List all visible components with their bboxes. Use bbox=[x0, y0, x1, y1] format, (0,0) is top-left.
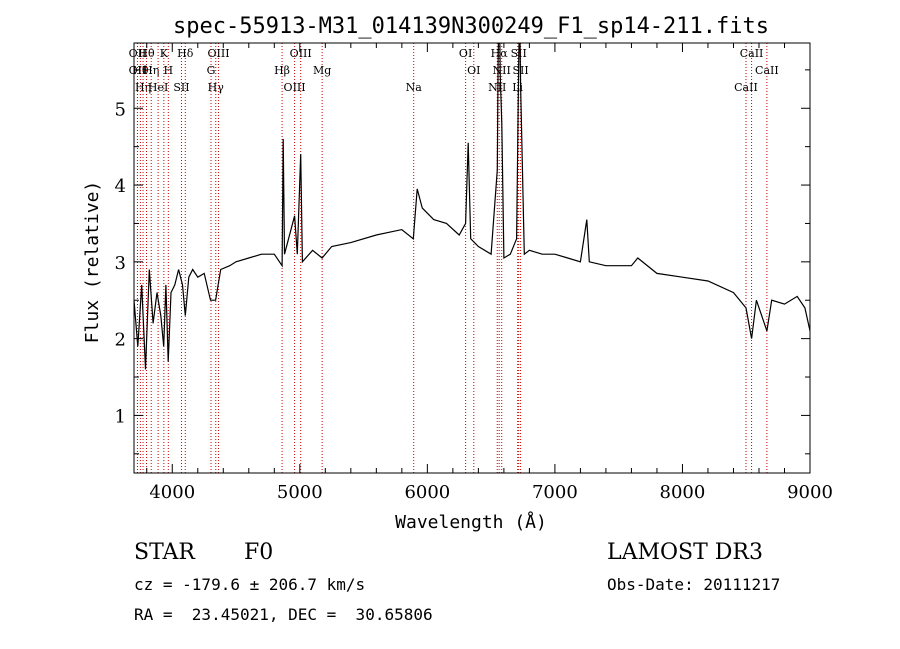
y-tick-label: 5 bbox=[115, 99, 126, 120]
line-marker-label: OII bbox=[129, 47, 147, 60]
line-marker-label: NII bbox=[493, 64, 511, 77]
object-class: STAR bbox=[134, 540, 195, 565]
x-tick-label: 8000 bbox=[660, 482, 706, 503]
line-marker-label: Hθ bbox=[138, 47, 155, 60]
y-axis: 1 2 3 4 5 bbox=[115, 69, 810, 455]
line-marker-label: CaII bbox=[740, 47, 764, 60]
line-marker-label: Hη bbox=[135, 81, 151, 94]
line-marker-label: OII bbox=[129, 64, 147, 77]
y-tick-label: 1 bbox=[115, 406, 126, 427]
y-axis-label: Flux (relative) bbox=[82, 181, 103, 344]
y-tick-label: 3 bbox=[115, 253, 126, 274]
line-marker-label: Hδ bbox=[177, 47, 194, 60]
subclass: F0 bbox=[244, 540, 274, 565]
plot-frame bbox=[133, 42, 811, 474]
spectrum-series bbox=[134, 43, 810, 370]
line-marker-label: Mg bbox=[313, 64, 331, 77]
x-tick-label: 6000 bbox=[404, 482, 450, 503]
line-marker-label: Hγ bbox=[208, 81, 225, 94]
line-marker-label: HeI bbox=[148, 81, 168, 94]
line-marker-label: G bbox=[207, 64, 216, 77]
line-marker-label: Na bbox=[406, 81, 423, 94]
coordinates: RA = 23.45021, DEC = 30.65806 bbox=[134, 605, 433, 624]
emission-line-markers: OIIOIIHθHηHθHηHeIKHSIIHδGHγOIIIHβOIIIOII… bbox=[129, 43, 779, 473]
line-marker-label: CaII bbox=[755, 64, 779, 77]
redshift-text: cz = -179.6 ± 206.7 km/s bbox=[134, 575, 366, 594]
line-marker-label: OIII bbox=[208, 47, 230, 60]
x-tick-label: 5000 bbox=[277, 482, 323, 503]
line-marker-label: CaII bbox=[734, 81, 758, 94]
line-marker-label: H bbox=[164, 64, 174, 77]
line-marker-label: NII bbox=[488, 81, 506, 94]
line-marker-label: OIII bbox=[284, 81, 306, 94]
line-marker-label: Hη bbox=[143, 64, 159, 77]
x-tick-label: 4000 bbox=[149, 482, 195, 503]
x-axis: 4000 5000 6000 7000 8000 9000 bbox=[146, 43, 833, 503]
y-tick-label: 2 bbox=[115, 330, 126, 351]
survey-name: LAMOST DR3 bbox=[607, 540, 763, 565]
line-marker-label: K bbox=[160, 47, 169, 60]
x-tick-label: 9000 bbox=[787, 482, 833, 503]
line-marker-label: Hθ bbox=[132, 64, 149, 77]
chart-title: spec-55913-M31_014139N300249_F1_sp14-211… bbox=[173, 14, 769, 39]
line-marker-label: OI bbox=[467, 64, 480, 77]
x-axis-label: Wavelength (Å) bbox=[395, 511, 547, 533]
line-marker-label: OIII bbox=[290, 47, 312, 60]
line-marker-label: OI bbox=[459, 47, 472, 60]
x-tick-label: 7000 bbox=[532, 482, 578, 503]
line-marker-label: SII bbox=[173, 81, 189, 94]
obs-date: Obs-Date: 20111217 bbox=[607, 575, 781, 594]
line-marker-label: Hβ bbox=[274, 64, 290, 77]
y-tick-label: 4 bbox=[115, 176, 126, 197]
spectrum-line bbox=[134, 43, 810, 370]
